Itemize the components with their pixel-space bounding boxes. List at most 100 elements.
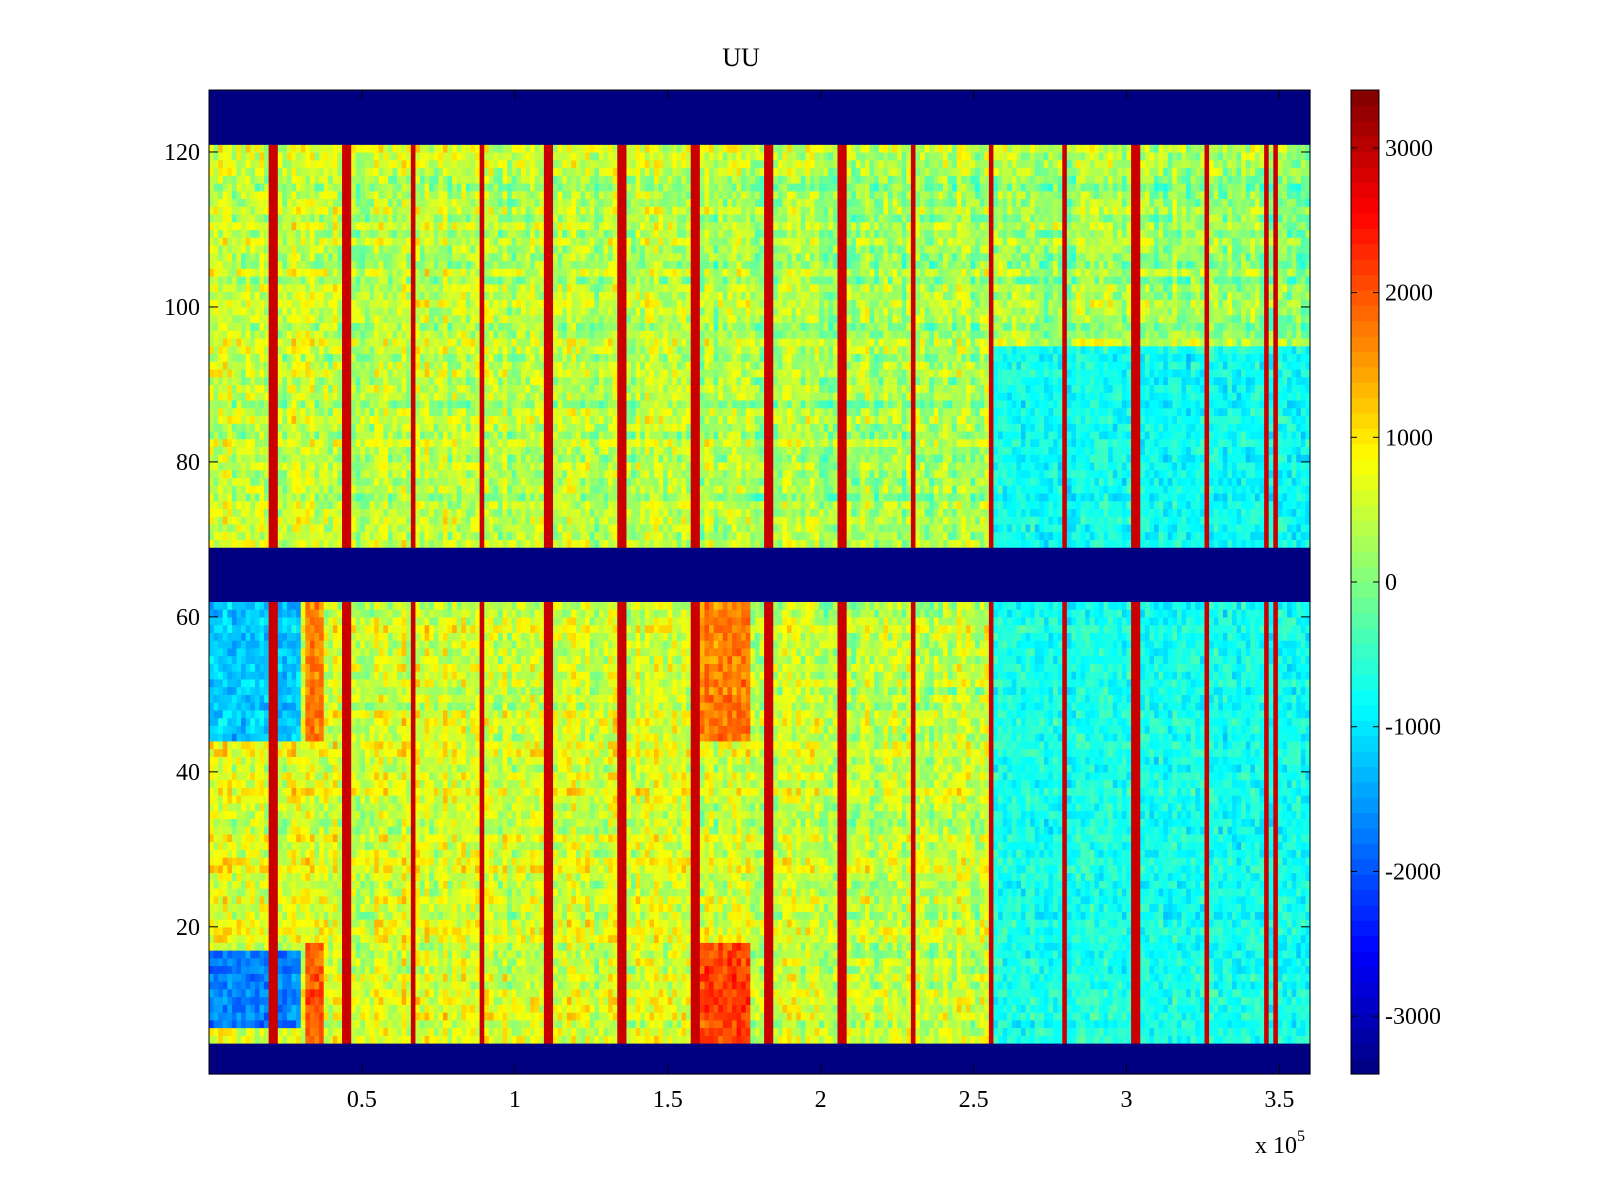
heatmap-cell <box>1117 1051 1122 1059</box>
heatmap-cell <box>663 1043 668 1051</box>
heatmap-cell <box>1030 1066 1035 1074</box>
heatmap-cell <box>837 1051 842 1059</box>
heatmap-cell <box>993 1043 998 1051</box>
heatmap-cell <box>425 1066 430 1074</box>
heatmap-cell <box>1071 1043 1076 1051</box>
heatmap-cell <box>709 1043 714 1051</box>
heatmap-cell <box>943 1066 948 1074</box>
heatmap-cell <box>443 1043 448 1051</box>
heatmap-cell <box>897 1051 902 1059</box>
heatmap-cell <box>723 1066 728 1074</box>
heatmap-cell <box>604 1035 609 1043</box>
heatmap-cell <box>264 1066 269 1074</box>
heatmap-cell <box>1044 1059 1049 1067</box>
heatmap-cell <box>741 1051 746 1059</box>
heatmap-cell <box>448 1043 453 1051</box>
heatmap-cell <box>1003 1066 1008 1074</box>
heatmap-cell <box>370 1059 375 1067</box>
heatmap-cell <box>1053 1043 1058 1051</box>
heatmap-cell <box>1214 1066 1219 1074</box>
heatmap-cell <box>1044 1043 1049 1051</box>
heatmap-cell <box>695 1035 700 1043</box>
heatmap-cell <box>388 1059 393 1067</box>
heatmap-cell <box>448 1051 453 1059</box>
heatmap-cell <box>1182 1059 1187 1067</box>
heatmap-cell <box>241 1059 246 1067</box>
heatmap-cell <box>1204 1059 1209 1067</box>
heatmap-cell <box>315 1051 320 1059</box>
heatmap-cell <box>911 1066 916 1074</box>
heatmap-cell <box>640 1043 645 1051</box>
heatmap-cell <box>1186 1066 1191 1074</box>
heatmap-cell <box>677 1035 682 1043</box>
heatmap-cell <box>567 1035 572 1043</box>
heatmap-cell <box>1191 1066 1196 1074</box>
heatmap-cell <box>975 1043 980 1051</box>
heatmap-cell <box>1099 1051 1104 1059</box>
heatmap-cell <box>342 1066 347 1074</box>
heatmap-cell <box>1012 1066 1017 1074</box>
heatmap-cell <box>599 1043 604 1051</box>
heatmap-cell <box>732 1043 737 1051</box>
heatmap-cell <box>461 1043 466 1051</box>
heatmap-cell <box>516 1066 521 1074</box>
heatmap-cell <box>672 1035 677 1043</box>
heatmap-cell <box>893 1043 898 1051</box>
heatmap-cell <box>1296 1043 1301 1051</box>
heatmap-cell <box>888 1035 893 1043</box>
heatmap-cell <box>746 1035 751 1043</box>
heatmap-cell <box>1163 1066 1168 1074</box>
heatmap-cell <box>544 1059 549 1067</box>
heatmap-cell <box>649 1059 654 1067</box>
heatmap-cell <box>649 1066 654 1074</box>
heatmap-cell <box>429 1066 434 1074</box>
heatmap-cell <box>581 1059 586 1067</box>
heatmap-cell <box>351 1035 356 1043</box>
heatmap-cell <box>227 1066 232 1074</box>
heatmap-cell <box>929 1059 934 1067</box>
heatmap-cell <box>750 1059 755 1067</box>
heatmap-cell <box>792 1051 797 1059</box>
heatmap-cell <box>604 1043 609 1051</box>
heatmap-cell <box>691 1043 696 1051</box>
heatmap-cell <box>470 1035 475 1043</box>
heatmap-cell <box>461 1051 466 1059</box>
heatmap-cell <box>1021 1043 1026 1051</box>
heatmap-cell <box>700 1035 705 1043</box>
heatmap-cell <box>1204 1066 1209 1074</box>
heatmap-cell <box>906 1035 911 1043</box>
heatmap-cell <box>227 1043 232 1051</box>
heatmap-cell <box>645 1059 650 1067</box>
heatmap-cell <box>773 1066 778 1074</box>
heatmap-cell <box>608 1066 613 1074</box>
heatmap-cell <box>1237 1043 1242 1051</box>
heatmap-cell <box>356 1066 361 1074</box>
heatmap-cell <box>214 1035 219 1043</box>
heatmap-cell <box>796 1043 801 1051</box>
chart-figure: UU 0.5 1 1.5 2 2.5 3 3.5 20406080100120 x 105 … <box>0 0 1600 1200</box>
heatmap-cell <box>1223 1059 1228 1067</box>
heatmap-cell <box>250 1066 255 1074</box>
heatmap-cell <box>319 1051 324 1059</box>
heatmap-cell <box>980 1043 985 1051</box>
heatmap-cell <box>1195 1059 1200 1067</box>
heatmap-cell <box>682 1059 687 1067</box>
heatmap-cell <box>879 1066 884 1074</box>
heatmap-cell <box>1250 1066 1255 1074</box>
heatmap-cell <box>810 1066 815 1074</box>
heatmap-cell <box>1131 1043 1136 1051</box>
heatmap-cell <box>714 1043 719 1051</box>
heatmap-cell <box>980 1066 985 1074</box>
heatmap-cell <box>668 1051 673 1059</box>
heatmap-cell <box>1085 1066 1090 1074</box>
heatmap-cell <box>879 1051 884 1059</box>
heatmap-cell <box>1177 1043 1182 1051</box>
heatmap-cell <box>223 1066 228 1074</box>
heatmap-cell <box>1218 1051 1223 1059</box>
heatmap-cell <box>328 1059 333 1067</box>
heatmap-cell <box>1168 1051 1173 1059</box>
heatmap-cell <box>209 1066 214 1074</box>
heatmap-cell <box>1062 1059 1067 1067</box>
heatmap-cell <box>470 1051 475 1059</box>
heatmap-cell <box>1154 1051 1159 1059</box>
